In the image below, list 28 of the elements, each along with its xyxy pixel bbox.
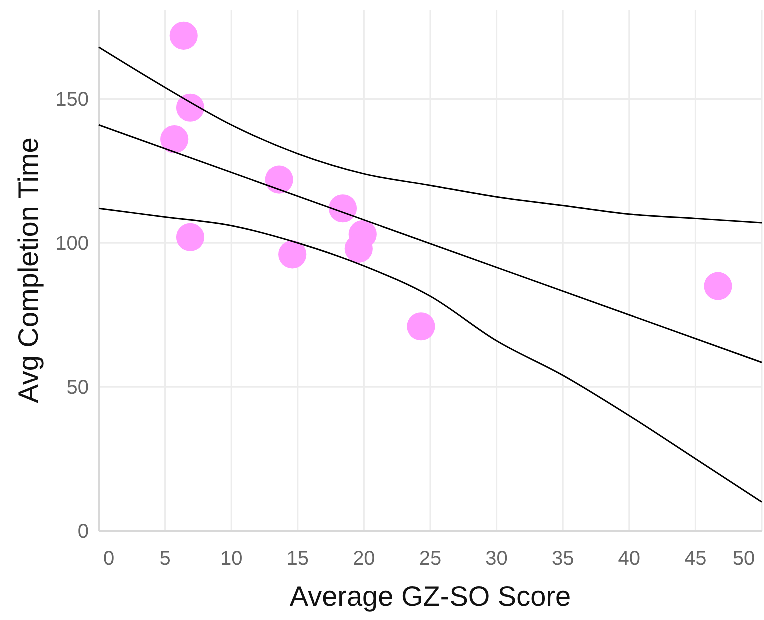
- x-tick-label: 30: [486, 548, 508, 570]
- x-tick-label: 15: [286, 548, 310, 570]
- y-tick-label: 150: [56, 89, 89, 112]
- point: [704, 272, 732, 300]
- y-tick-label: 0: [78, 521, 89, 543]
- y-tick-label: 100: [56, 233, 89, 256]
- x-tick-label: 5: [160, 548, 171, 570]
- x-tick-label: 0: [103, 548, 115, 570]
- x-tick-label: 50: [732, 548, 756, 570]
- y-axis-title: Avg Completion Time: [13, 138, 44, 404]
- point: [328, 194, 358, 223]
- point: [176, 94, 205, 122]
- x-tick-label: 20: [353, 548, 376, 570]
- x-tick-label: 25: [419, 548, 442, 570]
- x-tick-label: 40: [618, 548, 641, 570]
- point: [176, 223, 205, 252]
- line-series: [98, 46, 763, 224]
- point: [160, 126, 189, 154]
- x-tick-label: 35: [552, 548, 574, 570]
- y-tick-label: 50: [66, 377, 89, 400]
- line-series: [98, 208, 763, 503]
- x-tick-label: 45: [684, 548, 707, 570]
- point: [170, 22, 198, 50]
- x-axis-title: Average GZ-SO Score: [290, 581, 572, 612]
- point: [407, 312, 436, 341]
- x-tick-label: 10: [220, 548, 243, 570]
- point: [265, 166, 294, 194]
- point: [278, 240, 307, 269]
